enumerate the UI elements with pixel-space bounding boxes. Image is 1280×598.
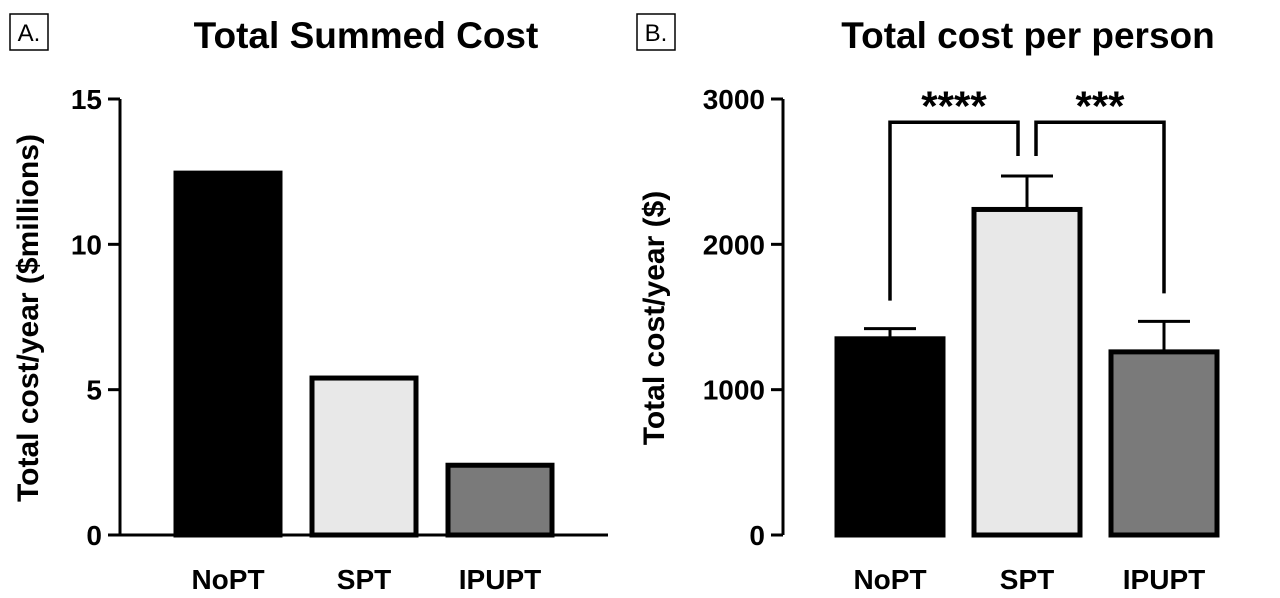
panel-a: A. Total Summed Cost Total cost/year ($m… [9,13,608,595]
chart-b-categories: NoPT SPT IPUPT [853,564,1205,595]
chart-a-y-tick-label: 5 [86,375,102,406]
panel-b: B. Total cost per person Total cost/year… [636,13,1220,595]
chart-a-y-tick-label: 0 [86,520,102,551]
chart-b-y-tick-label: 0 [749,520,765,551]
chart-a-category-label: IPUPT [459,564,541,595]
chart-b-category-label: IPUPT [1123,564,1205,595]
chart-b-category-label: NoPT [853,564,926,595]
chart-a-bar-ipupt [445,462,555,538]
chart-a-bars [173,170,555,538]
chart-b-bar-ipupt [1108,349,1220,538]
chart-b-significance-bracket [888,120,1020,301]
chart-b-y-ticks: 0 1000 2000 3000 [703,84,783,551]
chart-a-title: Total Summed Cost [194,15,539,56]
chart-b-significance-label: *** [1075,82,1125,129]
chart-a-y-ticks: 0 5 10 15 [71,84,120,551]
panel-b-letter: B. [645,20,668,47]
chart-b-significance-label: **** [921,82,987,129]
panel-a-letter: A. [18,20,41,47]
chart-b-significance: **** *** [888,82,1166,301]
chart-a-y-axis-label: Total cost/year ($millions) [12,134,45,502]
chart-a-category-label: SPT [337,564,391,595]
chart-a-y-tick-label: 10 [71,229,102,260]
chart-a-bar-nopt [173,170,283,538]
chart-a-y-tick-label: 15 [71,84,102,115]
chart-a-categories: NoPT SPT IPUPT [191,564,541,595]
chart-b-y-tick-label: 1000 [703,375,765,406]
chart-b-significance-bracket [1034,120,1166,294]
chart-b-y-tick-label: 3000 [703,84,765,115]
chart-a-bar-spt [309,375,419,538]
chart-b-title: Total cost per person [841,15,1215,56]
chart-b-bar-spt [971,206,1083,538]
chart-b-bar-nopt [834,336,946,538]
panel-b-letter-box [636,13,676,51]
chart-b-y-axis-label: Total cost/year ($) [638,191,671,446]
panel-a-letter-box [9,13,49,51]
chart-b-error-bars [864,174,1190,352]
chart-a-category-label: NoPT [191,564,264,595]
chart-b-bars [834,206,1220,538]
chart-b-category-label: SPT [1000,564,1054,595]
chart-b-y-tick-label: 2000 [703,229,765,260]
